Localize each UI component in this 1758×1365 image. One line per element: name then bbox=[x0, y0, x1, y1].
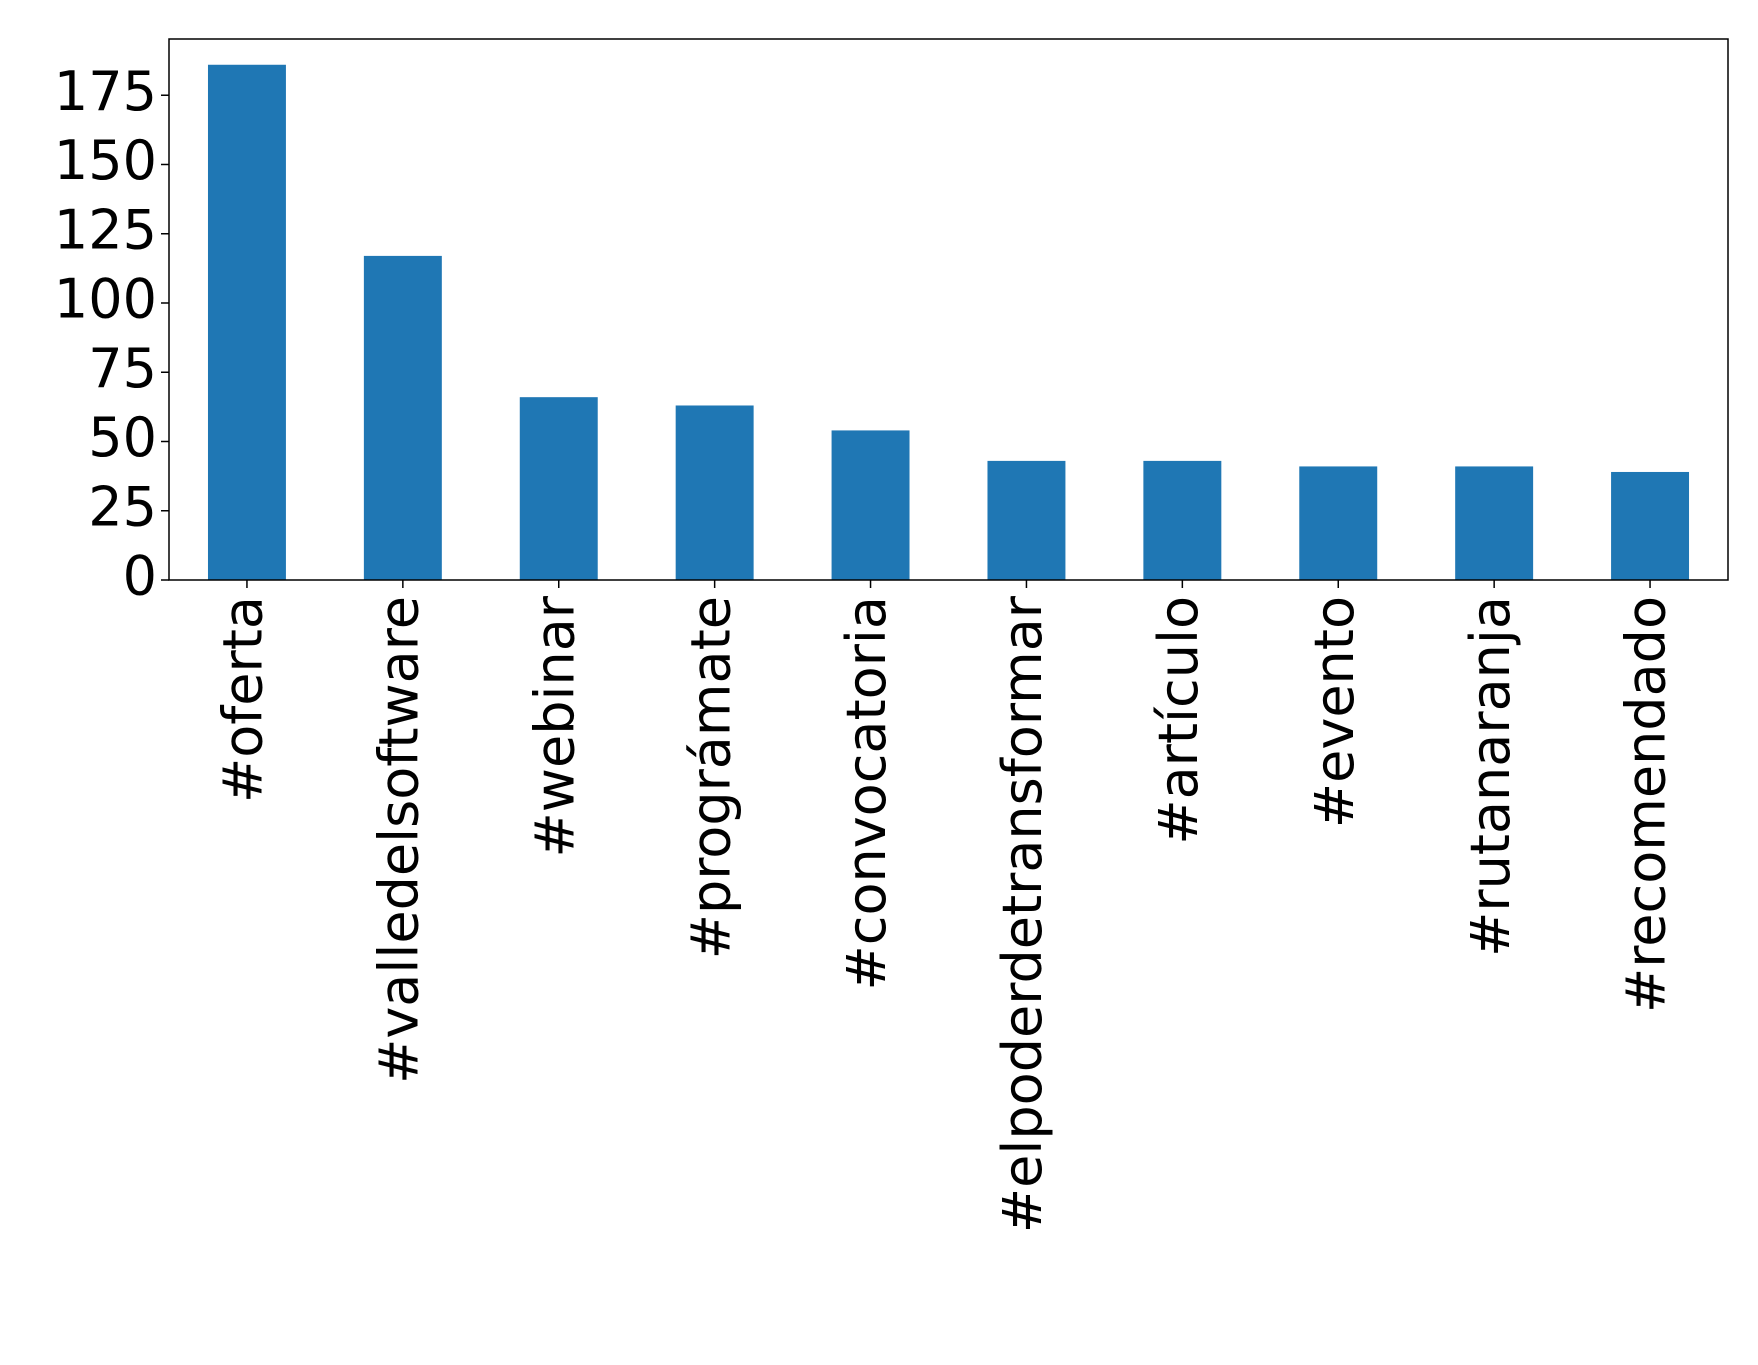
x-tick-label: #recomendado bbox=[1615, 596, 1678, 1013]
y-tick-label: 175 bbox=[54, 60, 157, 123]
y-tick-label: 50 bbox=[88, 406, 157, 469]
bar bbox=[831, 430, 910, 580]
x-tick-label: #artículo bbox=[1147, 596, 1210, 845]
x-tick-label: #valledelsoftware bbox=[367, 596, 430, 1084]
bar bbox=[675, 405, 754, 580]
x-tick-label: #elpoderdetransformar bbox=[991, 595, 1054, 1233]
bar bbox=[1611, 471, 1690, 580]
x-tick-label: #rutanaranja bbox=[1459, 596, 1522, 957]
y-tick-label: 0 bbox=[123, 545, 157, 608]
y-tick-label: 100 bbox=[54, 268, 157, 331]
bar bbox=[363, 255, 442, 580]
x-tick-label: #webinar bbox=[523, 595, 586, 857]
y-tick-label: 125 bbox=[54, 198, 157, 261]
bar bbox=[1455, 466, 1534, 580]
y-tick-label: 75 bbox=[88, 337, 157, 400]
bar bbox=[1143, 460, 1222, 580]
bar bbox=[519, 397, 598, 580]
x-tick-label: #evento bbox=[1303, 596, 1366, 828]
plot-frame bbox=[168, 38, 1729, 581]
x-tick-label: #convocatoria bbox=[835, 596, 898, 990]
x-tick-label: #oferta bbox=[212, 596, 275, 803]
y-tick-label: 150 bbox=[54, 129, 157, 192]
bar bbox=[987, 460, 1066, 580]
bar bbox=[1299, 466, 1378, 580]
x-tick-label: #prográmate bbox=[679, 596, 742, 959]
y-tick-label: 25 bbox=[88, 475, 157, 538]
bar bbox=[207, 64, 286, 580]
